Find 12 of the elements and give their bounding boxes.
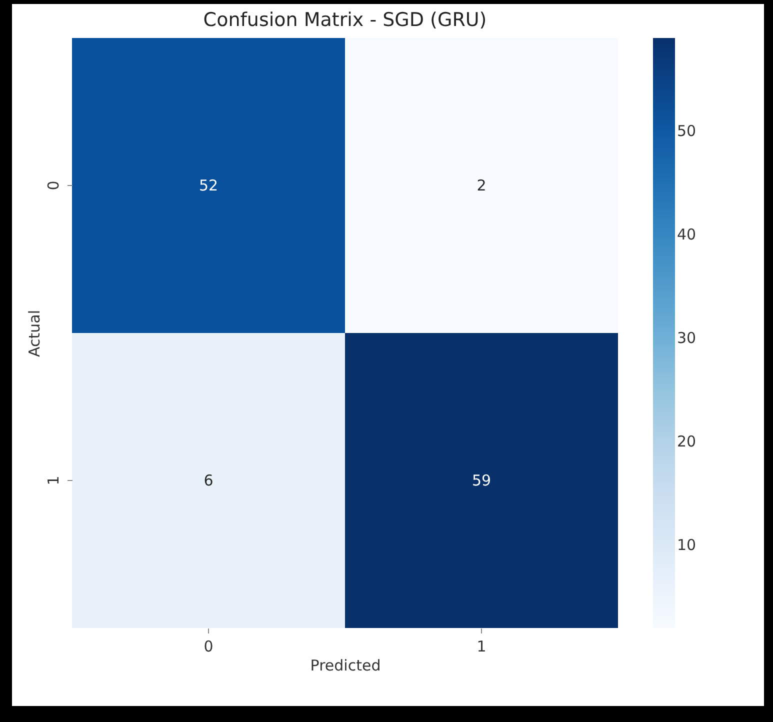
data-label: 52 (198, 176, 218, 194)
color-bar-label: 10 (677, 536, 696, 554)
color-bar-label: 50 (677, 122, 696, 140)
data-label: 6 (204, 472, 214, 490)
x-axis-title: Predicted (310, 656, 381, 674)
color-bar-label: 30 (677, 329, 696, 348)
data-label: 2 (476, 176, 486, 194)
chart-title: Confusion Matrix - SGD (GRU) (203, 9, 487, 31)
data-label: 59 (472, 472, 492, 490)
color-bar-label: 20 (677, 432, 696, 451)
y-axis-title: Actual (26, 310, 44, 357)
color-bar-label: 40 (677, 226, 696, 244)
